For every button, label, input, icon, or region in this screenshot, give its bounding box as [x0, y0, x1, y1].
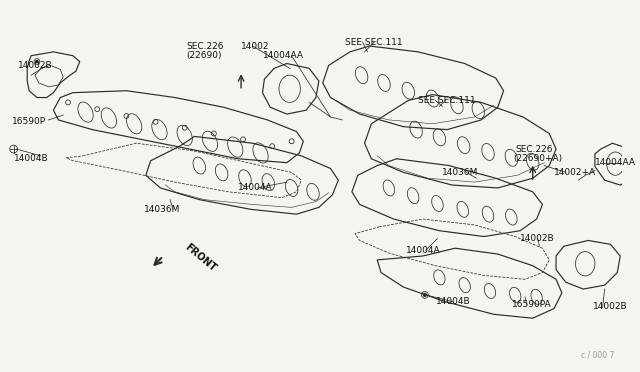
Text: 14002+A: 14002+A — [554, 168, 596, 177]
Text: SEC.226: SEC.226 — [187, 42, 224, 51]
Text: 14004AA: 14004AA — [595, 158, 636, 167]
Text: SEE SEC.111: SEE SEC.111 — [345, 38, 403, 46]
Text: 16590PA: 16590PA — [512, 300, 552, 309]
Text: SEE SEC.111: SEE SEC.111 — [418, 96, 476, 105]
Text: 14002B: 14002B — [593, 302, 628, 311]
Text: c / 000 7: c / 000 7 — [581, 350, 614, 359]
Circle shape — [35, 60, 38, 63]
Text: (22690): (22690) — [187, 51, 222, 60]
Text: 14002B: 14002B — [520, 234, 555, 243]
Text: 14004AA: 14004AA — [262, 51, 303, 60]
Text: 14004A: 14004A — [238, 183, 273, 192]
Text: 14002: 14002 — [241, 42, 269, 51]
Text: 14004A: 14004A — [406, 246, 441, 255]
Text: 14036M: 14036M — [442, 168, 479, 177]
Text: 14004B: 14004B — [13, 154, 48, 163]
Text: FRONT: FRONT — [183, 242, 218, 274]
Text: 14004B: 14004B — [435, 297, 470, 306]
Text: 16590P: 16590P — [12, 117, 46, 126]
Text: 14036M: 14036M — [144, 205, 180, 214]
Text: 14002B: 14002B — [17, 61, 52, 70]
Text: (22690+A): (22690+A) — [513, 154, 563, 163]
Circle shape — [423, 293, 427, 296]
Text: SEC.226: SEC.226 — [515, 145, 553, 154]
